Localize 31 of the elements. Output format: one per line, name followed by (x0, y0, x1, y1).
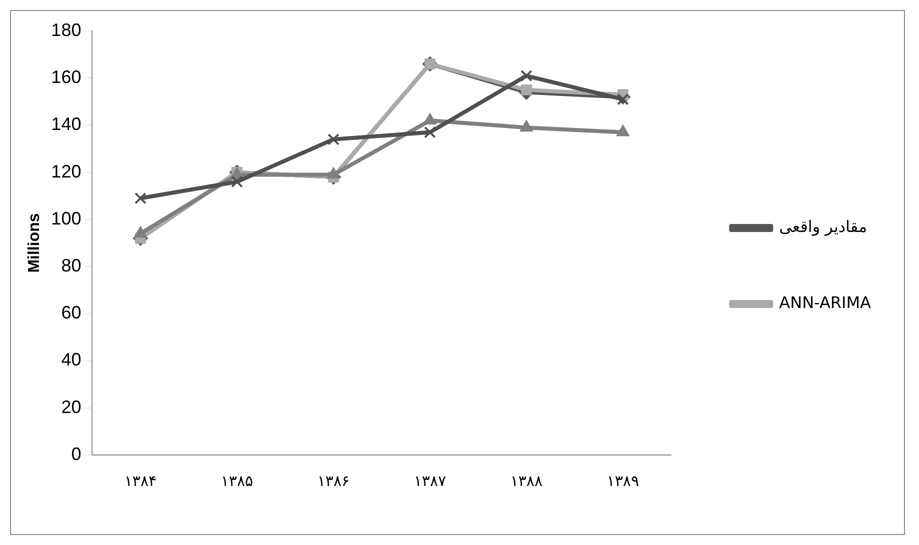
point (326, 167, 340, 179)
point (134, 226, 148, 238)
point (424, 126, 436, 138)
y-tick-label: 100 (51, 208, 82, 228)
y-tick-label: 60 (61, 302, 82, 323)
point (231, 176, 243, 188)
point (134, 192, 146, 204)
x-tick-label: ۱۳۸۵ (220, 472, 254, 490)
y-tick-label: 40 (61, 350, 82, 370)
x-tick-label: ۱۳۸۶ (317, 472, 350, 490)
y-axis-title: Millions (26, 213, 44, 273)
y-tick-label: 80 (61, 256, 82, 276)
y-tick-label: 120 (51, 161, 82, 182)
y-tick-label: 20 (61, 396, 82, 417)
legend-label: مقادیر واقعی (779, 217, 868, 236)
point (423, 113, 437, 125)
point (520, 120, 533, 132)
point (520, 70, 532, 82)
y-tick-label: 0 (71, 444, 82, 464)
point (616, 93, 629, 106)
x-tick-label: ۱۳۸۷ (414, 472, 446, 490)
legend-label: ANN-ARIMA (779, 293, 872, 312)
x-tick-label: ۱۳۸۸ (510, 472, 543, 490)
y-tick-label: 140 (51, 114, 82, 134)
x-tick-label: ۱۳۸۴ (124, 472, 157, 490)
point (328, 133, 340, 146)
point (520, 84, 532, 96)
x-tick-label: ۱۳۸۹ (606, 472, 640, 490)
y-tick-label: 160 (51, 67, 82, 88)
y-tick-label: 180 (51, 20, 82, 40)
point (616, 124, 630, 136)
